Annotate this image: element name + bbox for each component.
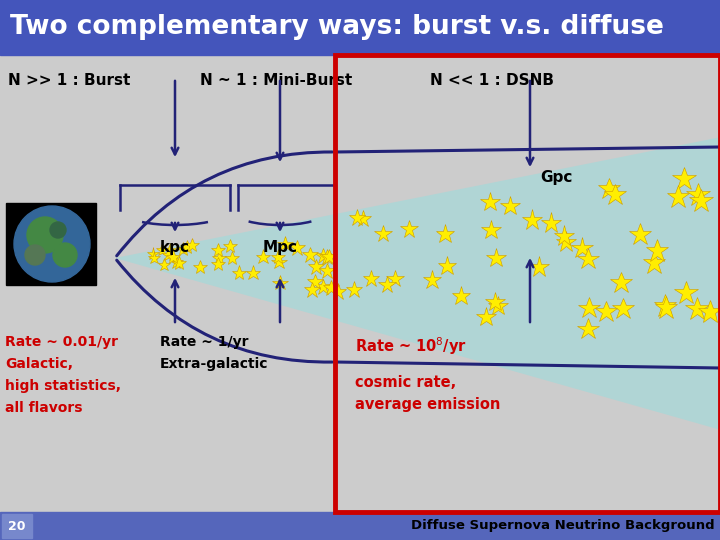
Polygon shape: [115, 137, 720, 430]
Bar: [0, 0, 720, 55]
Text: Diffuse Supernova Neutrino Background: Diffuse Supernova Neutrino Background: [411, 519, 715, 532]
Text: Extra-galactic: Extra-galactic: [160, 357, 269, 371]
Circle shape: [25, 245, 45, 265]
Text: Mpc: Mpc: [263, 240, 297, 255]
Circle shape: [14, 206, 90, 282]
Text: cosmic rate,: cosmic rate,: [355, 375, 456, 389]
Text: Rate ~ 0.01/yr: Rate ~ 0.01/yr: [5, 335, 118, 349]
Text: N << 1 : DSNB: N << 1 : DSNB: [430, 73, 554, 88]
Text: Galactic,: Galactic,: [5, 357, 73, 371]
Bar: [0, 55, 720, 512]
Circle shape: [50, 222, 66, 238]
Bar: [0, 512, 720, 540]
Text: Rate ~ 10$^{8}$/yr: Rate ~ 10$^{8}$/yr: [355, 335, 467, 357]
Text: Rate ~ 1/yr: Rate ~ 1/yr: [160, 335, 248, 349]
Text: N ~ 1 : Mini-Burst: N ~ 1 : Mini-Burst: [200, 73, 352, 88]
Text: kpc: kpc: [160, 240, 190, 255]
Circle shape: [27, 217, 63, 253]
Bar: [6, 203, 96, 285]
Text: N >> 1 : Burst: N >> 1 : Burst: [8, 73, 130, 88]
Bar: [335, 55, 720, 512]
Text: high statistics,: high statistics,: [5, 379, 121, 393]
Text: all flavors: all flavors: [5, 401, 83, 415]
Bar: [2, 514, 32, 538]
Text: Gpc: Gpc: [540, 170, 572, 185]
Text: average emission: average emission: [355, 396, 500, 411]
Text: Two complementary ways: burst v.s. diffuse: Two complementary ways: burst v.s. diffu…: [10, 15, 664, 40]
Text: 20: 20: [8, 519, 26, 532]
Circle shape: [53, 243, 77, 267]
